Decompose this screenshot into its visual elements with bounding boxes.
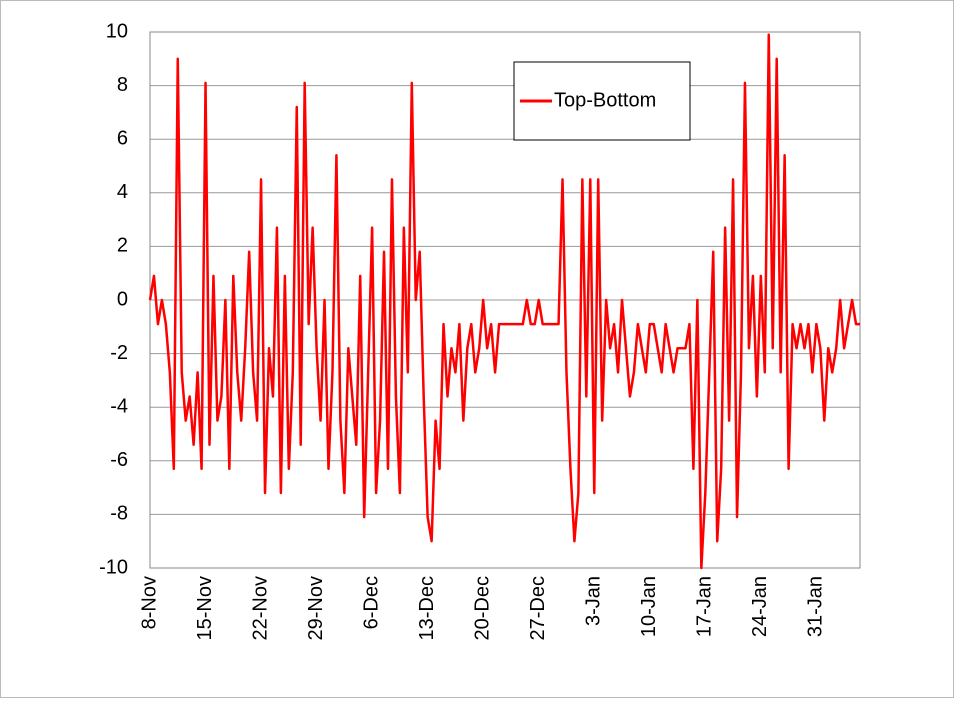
y-tick-label: -6 [110, 449, 128, 471]
y-tick-label: -10 [99, 556, 128, 578]
y-tick-label: 4 [117, 181, 128, 203]
y-tick-label: 2 [117, 235, 128, 257]
x-tick-label: 15-Nov [194, 576, 216, 640]
x-tick-label: 29-Nov [305, 576, 327, 640]
y-tick-label: 0 [117, 288, 128, 310]
legend-label: Top-Bottom [554, 89, 656, 111]
y-tick-label: 6 [117, 127, 128, 149]
y-tick-label: -8 [110, 503, 128, 525]
x-tick-label: 8-Nov [138, 576, 160, 629]
legend: Top-Bottom [513, 61, 691, 141]
x-tick-label: 22-Nov [249, 576, 271, 640]
x-tick-label: 17-Jan [694, 576, 716, 637]
x-tick-label: 24-Jan [749, 576, 771, 637]
line-series [148, 33, 860, 570]
x-tick-label: 13-Dec [416, 576, 438, 640]
y-tick-label: 10 [106, 20, 128, 42]
series [148, 33, 860, 570]
x-tick-label: 31-Jan [805, 576, 827, 637]
x-tick-label: 3-Jan [583, 576, 605, 626]
x-tick-label: 6-Dec [360, 576, 382, 629]
y-tick-label: -4 [110, 395, 128, 417]
y-tick-label: -2 [110, 342, 128, 364]
x-tick-label: 27-Dec [527, 576, 549, 640]
y-tick-label: 8 [117, 74, 128, 96]
x-tick-label: 20-Dec [471, 576, 493, 640]
x-tick-label: 10-Jan [638, 576, 660, 637]
